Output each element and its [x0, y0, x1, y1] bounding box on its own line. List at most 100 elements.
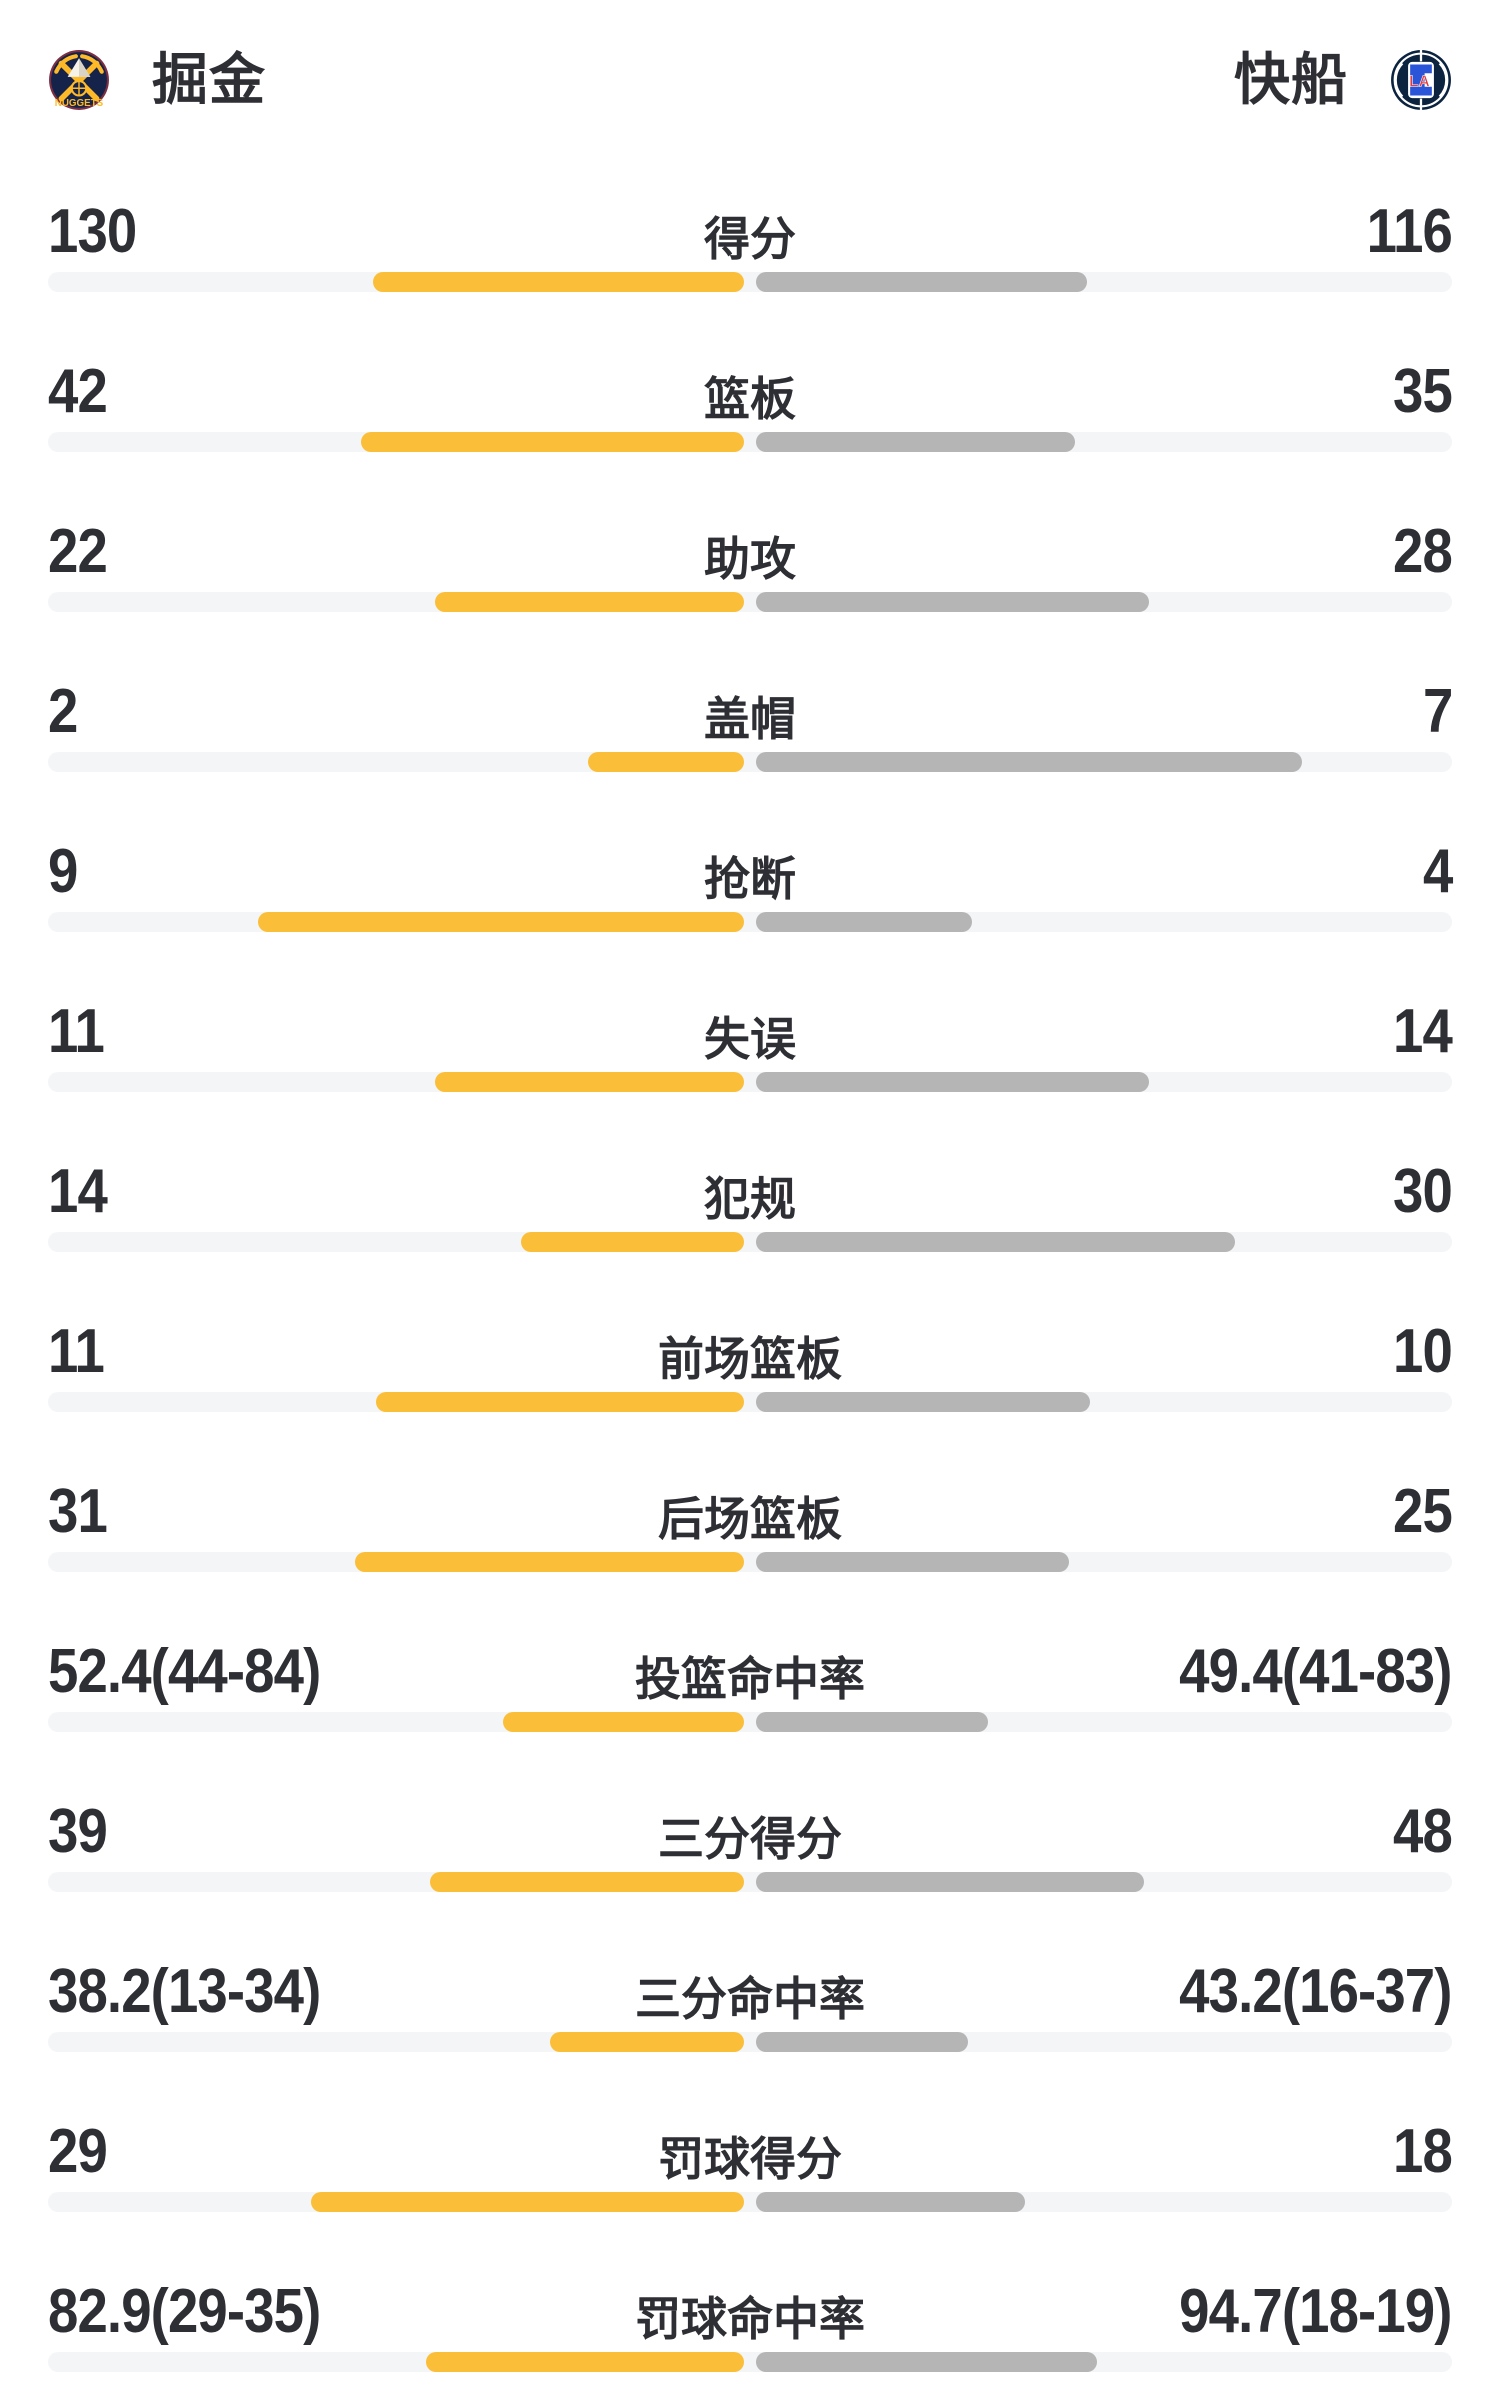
- stat-value-left: 39: [48, 1797, 108, 1866]
- stat-value-right: 116: [1366, 197, 1453, 266]
- stat-row: 38.2(13-34) 三分命中率 43.2(16-37): [48, 1920, 1453, 2080]
- stat-value-right: 25: [1393, 1477, 1453, 1546]
- stat-bar-track: [48, 2192, 1452, 2212]
- stat-label: 得分: [704, 213, 796, 265]
- stat-bar-track: [48, 1552, 1452, 1572]
- stat-bar-left-half: [48, 2352, 750, 2372]
- stat-line: 29 罚球得分 18: [48, 2117, 1453, 2186]
- stat-label: 前场篮板: [658, 1333, 842, 1385]
- stat-value-left: 38.2(13-34): [48, 1957, 321, 2026]
- stat-line: 2 盖帽 7: [48, 677, 1453, 746]
- stat-label: 犯规: [704, 1173, 796, 1225]
- team-right[interactable]: 快船 LA: [1234, 49, 1452, 111]
- stat-value-left: 31: [48, 1477, 108, 1546]
- stat-value-right: 7: [1422, 677, 1453, 746]
- team-right-name: 快船: [1234, 48, 1348, 111]
- stat-line: 31 后场篮板 25: [48, 1477, 1453, 1546]
- stat-bar-right-half: [750, 272, 1452, 292]
- stat-bar-right-half: [750, 1552, 1452, 1572]
- stat-bar-left-half: [48, 272, 750, 292]
- stat-bar-left-half: [48, 912, 750, 932]
- stat-bar-left: [429, 1872, 744, 1892]
- stat-value-right: 43.2(16-37): [1179, 1957, 1453, 2026]
- stat-bar-right-half: [750, 752, 1452, 772]
- stat-value-left: 22: [48, 517, 108, 586]
- stat-value-right: 49.4(41-83): [1179, 1637, 1453, 1706]
- stat-bar-left-half: [48, 592, 750, 612]
- stat-bar-track: [48, 1232, 1452, 1252]
- stat-bar-left: [355, 1552, 744, 1572]
- stat-line: 52.4(44-84) 投篮命中率 49.4(41-83): [48, 1637, 1453, 1706]
- stat-line: 9 抢断 4: [48, 837, 1453, 906]
- stat-bar-track: [48, 2352, 1452, 2372]
- stat-value-left: 52.4(44-84): [48, 1637, 321, 1706]
- stat-bar-left: [373, 272, 744, 292]
- stat-line: 14 犯规 30: [48, 1157, 1453, 1226]
- stat-bar-right: [756, 1392, 1091, 1412]
- stat-label: 抢断: [704, 853, 796, 905]
- svg-text:LA: LA: [1409, 74, 1430, 91]
- stat-label: 失误: [704, 1013, 796, 1065]
- stat-bar-track: [48, 912, 1452, 932]
- stat-row: 11 失误 14: [48, 960, 1453, 1120]
- stat-bar-left: [258, 912, 744, 932]
- svg-text:NUGGETS: NUGGETS: [55, 98, 104, 109]
- stat-bar-right: [756, 592, 1150, 612]
- stat-bar-right-half: [750, 1872, 1452, 1892]
- stat-value-right: 4: [1422, 837, 1453, 906]
- stat-bar-left-half: [48, 1392, 750, 1412]
- stat-value-left: 29: [48, 2117, 108, 2186]
- stat-value-left: 2: [48, 677, 78, 746]
- stat-row: 14 犯规 30: [48, 1120, 1453, 1280]
- stat-bar-right-half: [750, 1232, 1452, 1252]
- stats-list: 130 得分 116 42 篮板 35 22 助攻 28: [48, 160, 1453, 2400]
- stat-row: 31 后场篮板 25: [48, 1440, 1453, 1600]
- stat-bar-left: [435, 592, 744, 612]
- stat-bar-left: [502, 1712, 744, 1732]
- stat-bar-track: [48, 592, 1452, 612]
- stat-bar-left-half: [48, 2192, 750, 2212]
- stat-line: 130 得分 116: [48, 197, 1453, 266]
- stat-value-left: 11: [48, 997, 105, 1066]
- stat-bar-right-half: [750, 2032, 1452, 2052]
- stat-bar-right: [756, 2192, 1025, 2212]
- stat-bar-left: [435, 1072, 744, 1092]
- stat-line: 39 三分得分 48: [48, 1797, 1453, 1866]
- stat-row: 52.4(44-84) 投篮命中率 49.4(41-83): [48, 1600, 1453, 1760]
- stat-bar-right-half: [750, 1392, 1452, 1412]
- stat-bar-track: [48, 1872, 1452, 1892]
- stat-row: 11 前场篮板 10: [48, 1280, 1453, 1440]
- stat-line: 22 助攻 28: [48, 517, 1453, 586]
- stat-line: 11 失误 14: [48, 997, 1453, 1066]
- stat-bar-track: [48, 2032, 1452, 2052]
- stat-bar-track: [48, 272, 1452, 292]
- stat-bar-right-half: [750, 2352, 1452, 2372]
- stat-row: 29 罚球得分 18: [48, 2080, 1453, 2240]
- stat-line: 42 篮板 35: [48, 357, 1453, 426]
- clippers-logo-icon: LA: [1390, 49, 1452, 111]
- stat-bar-right: [756, 752, 1303, 772]
- stat-row: 9 抢断 4: [48, 800, 1453, 960]
- team-left[interactable]: NUGGETS 掘金: [48, 49, 266, 111]
- stat-bar-left: [520, 1232, 744, 1252]
- stat-value-right: 48: [1393, 1797, 1453, 1866]
- stat-label: 罚球得分: [658, 2133, 842, 2185]
- stat-bar-right-half: [750, 1072, 1452, 1092]
- team-left-name: 掘金: [152, 48, 266, 111]
- stat-line: 38.2(13-34) 三分命中率 43.2(16-37): [48, 1957, 1453, 2026]
- stat-label: 三分命中率: [635, 1973, 865, 2025]
- stat-value-left: 42: [48, 357, 108, 426]
- stat-bar-right: [756, 1552, 1070, 1572]
- stat-label: 助攻: [704, 533, 796, 585]
- stat-value-right: 30: [1393, 1157, 1453, 1226]
- stat-bar-right-half: [750, 592, 1452, 612]
- stat-bar-right: [756, 1232, 1235, 1252]
- stat-row: 2 盖帽 7: [48, 640, 1453, 800]
- stat-value-left: 130: [48, 197, 137, 266]
- stat-bar-right: [756, 2352, 1098, 2372]
- stat-line: 82.9(29-35) 罚球命中率 94.7(18-19): [48, 2281, 1453, 2343]
- stat-bar-right: [756, 1872, 1144, 1892]
- stat-bar-track: [48, 752, 1452, 772]
- stat-bar-right: [756, 1072, 1150, 1092]
